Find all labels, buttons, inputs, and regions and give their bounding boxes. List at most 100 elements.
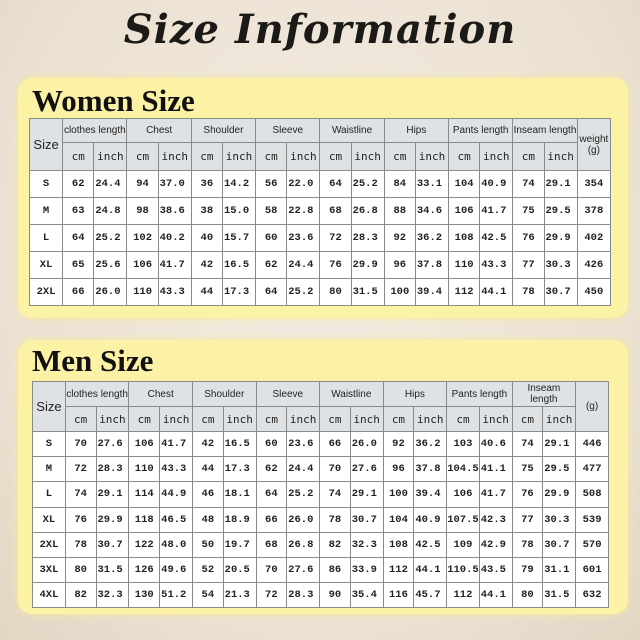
value-cell: 42.5 <box>479 224 514 252</box>
value-cell: 106 <box>446 481 480 508</box>
value-cell: 112 <box>382 556 415 583</box>
value-cell: 42 <box>190 251 223 279</box>
size-cell: L <box>28 224 64 252</box>
value-cell: 38.6 <box>157 197 192 225</box>
unit-cm: cm <box>511 406 544 433</box>
size-cell: 4XL <box>32 581 66 609</box>
value-cell: 102 <box>126 224 159 252</box>
value-cell: 110 <box>128 456 161 483</box>
value-cell: 37.8 <box>413 456 448 483</box>
value-cell: 44.1 <box>479 278 514 306</box>
value-cell: 30.7 <box>542 531 577 558</box>
value-cell: 41.7 <box>478 481 513 508</box>
value-cell: 19.7 <box>222 531 257 558</box>
unit-inch: inch <box>95 406 130 433</box>
value-cell: 24.4 <box>286 456 321 483</box>
value-cell: 88 <box>383 197 416 225</box>
value-cell: 77 <box>512 251 545 279</box>
value-cell: 41.7 <box>479 197 514 225</box>
value-cell: 109 <box>446 531 480 558</box>
value-cell: 58 <box>255 197 288 225</box>
value-cell: 64 <box>255 278 288 306</box>
value-cell: 38 <box>190 197 223 225</box>
value-cell: 27.6 <box>286 556 321 583</box>
value-cell: 26.0 <box>349 431 384 458</box>
value-cell: 44 <box>192 456 224 483</box>
value-cell: 31.5 <box>95 556 130 583</box>
value-cell: 54 <box>192 581 224 609</box>
value-cell: 76 <box>64 506 97 533</box>
value-cell: 32.3 <box>349 531 384 558</box>
value-cell: 68 <box>319 197 352 225</box>
value-cell: 39.4 <box>414 278 450 306</box>
value-cell: 16.5 <box>222 431 257 458</box>
value-cell: 27.6 <box>349 456 384 483</box>
value-cell: 16.5 <box>221 251 257 279</box>
table-row: L 74 29.1 114 44.9 46 18.1 64 25.2 74 29.1 100 39.4 1… <box>32 481 609 508</box>
unit-cm: cm <box>446 406 480 433</box>
value-cell: 94 <box>126 170 159 198</box>
column-group-header: Waistline <box>319 380 384 408</box>
value-cell: 52 <box>192 556 224 583</box>
value-cell: 45.7 <box>413 581 448 609</box>
value-cell: 30.3 <box>542 506 577 533</box>
value-cell: 64 <box>255 481 288 508</box>
column-group-header: clothes length <box>62 118 128 143</box>
value-cell: 75 <box>511 456 544 483</box>
unit-cm: cm <box>128 406 161 433</box>
value-cell: 24.4 <box>93 170 128 198</box>
value-cell: 29.1 <box>349 481 384 508</box>
size-cell: XL <box>28 251 64 279</box>
value-cell: 24.8 <box>93 197 128 225</box>
value-cell: 23.6 <box>286 224 321 252</box>
value-cell: 80 <box>511 581 544 609</box>
value-cell: 41.1 <box>478 456 513 483</box>
size-cell: 3XL <box>32 556 66 583</box>
value-cell: 33.1 <box>414 170 450 198</box>
value-cell: 32.3 <box>95 581 130 609</box>
column-group-header: clothes length <box>64 380 130 408</box>
table-row: M 72 28.3 110 43.3 44 17.3 62 24.4 70 27.6 96 37.8 10… <box>32 456 609 483</box>
value-cell: 34.6 <box>414 197 450 225</box>
weight-label: weight <box>579 133 609 145</box>
value-cell: 51.2 <box>159 581 194 609</box>
value-cell: 66 <box>255 506 288 533</box>
value-cell: 22.0 <box>286 170 321 198</box>
value-cell: 126 <box>128 556 161 583</box>
value-cell: 46 <box>192 481 224 508</box>
value-cell: 29.9 <box>350 251 385 279</box>
value-cell: 74 <box>64 481 97 508</box>
value-cell: 27.6 <box>95 431 130 458</box>
value-cell: 15.7 <box>221 224 257 252</box>
unit-inch: inch <box>221 142 257 171</box>
unit-row: cm inch cm inch cm inch cm inch cm inch cm inch cm in… <box>33 406 609 433</box>
column-group-header: Inseam length <box>511 380 577 408</box>
value-cell: 31.5 <box>542 581 577 609</box>
value-cell: 60 <box>255 431 288 458</box>
value-cell: 354 <box>576 170 612 198</box>
value-cell: 112 <box>446 581 480 609</box>
value-cell: 62 <box>255 456 288 483</box>
value-cell: 26.0 <box>93 278 128 306</box>
weight-header: (g) <box>575 380 609 433</box>
value-cell: 74 <box>512 170 545 198</box>
value-cell: 28.3 <box>286 581 321 609</box>
value-cell: 36.2 <box>414 224 450 252</box>
value-cell: 41.7 <box>159 431 194 458</box>
value-cell: 29.5 <box>542 456 577 483</box>
value-cell: 48 <box>192 506 224 533</box>
table-row: L 64 25.2 102 40.2 40 15.7 60 23.6 72 28.3 92 36.2 10… <box>28 224 612 252</box>
weight-unit: (g) <box>587 144 600 156</box>
value-cell: 14.2 <box>221 170 257 198</box>
unit-cm: cm <box>255 142 288 171</box>
value-cell: 62 <box>62 170 95 198</box>
value-cell: 90 <box>319 581 351 609</box>
page-title: Size Information <box>123 6 517 53</box>
value-cell: 29.5 <box>543 197 578 225</box>
value-cell: 70 <box>319 456 351 483</box>
value-cell: 41.7 <box>157 251 192 279</box>
value-cell: 66 <box>319 431 351 458</box>
unit-inch: inch <box>93 142 128 171</box>
value-cell: 601 <box>575 556 609 583</box>
value-cell: 96 <box>383 251 416 279</box>
